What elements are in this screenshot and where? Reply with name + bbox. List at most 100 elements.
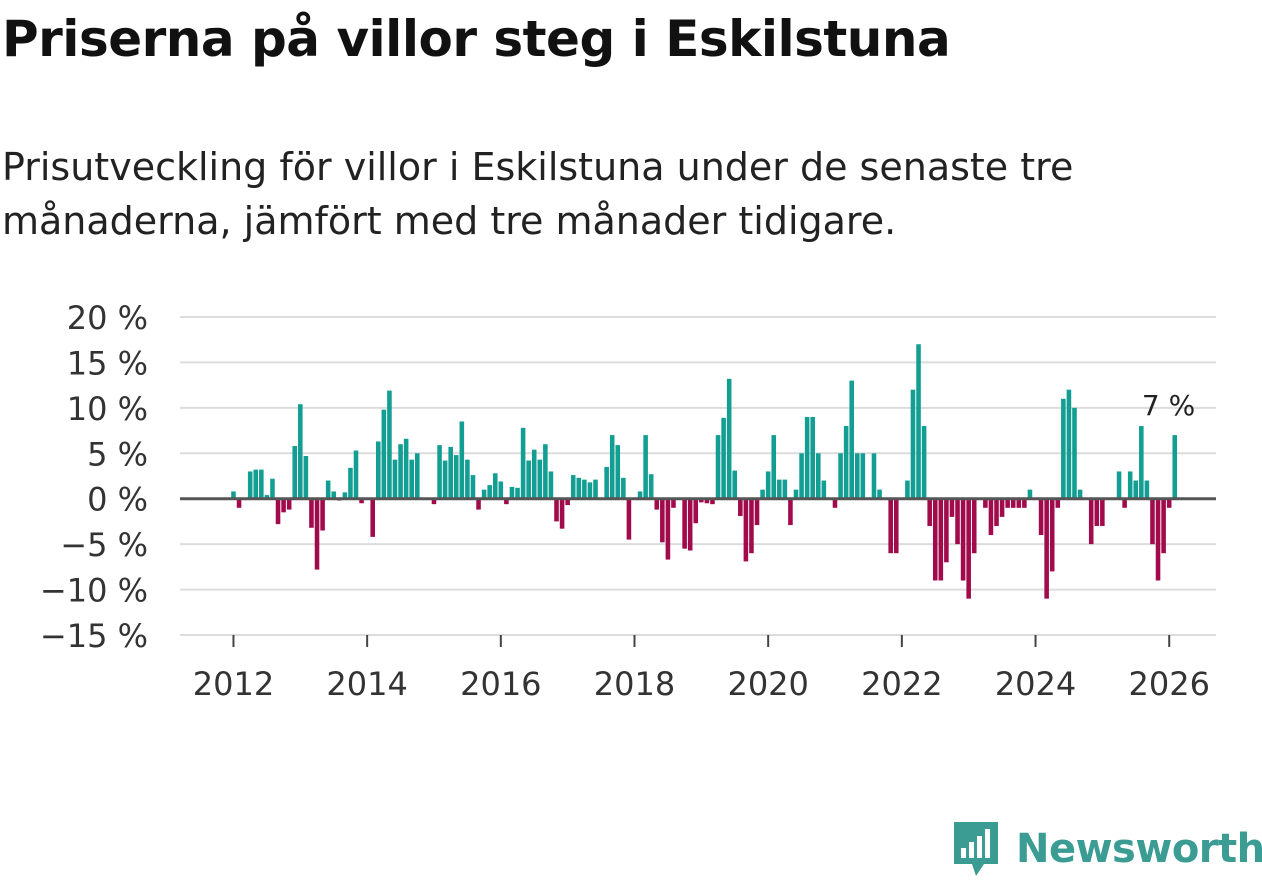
- bar: [492, 473, 498, 499]
- bar: [559, 498, 565, 529]
- bar: [1072, 407, 1077, 499]
- bar: [910, 389, 916, 499]
- bar: [944, 498, 949, 563]
- bar: [726, 378, 732, 499]
- bar: [576, 477, 582, 499]
- bar: [699, 498, 704, 503]
- bar: [1049, 498, 1055, 572]
- bar: [983, 498, 988, 508]
- bar: [342, 492, 348, 499]
- bar: [264, 495, 270, 499]
- bar: [1155, 498, 1161, 581]
- bar: [593, 479, 598, 499]
- bar: [526, 460, 531, 499]
- bar: [1016, 498, 1022, 508]
- bar: [643, 435, 648, 499]
- bar: [893, 498, 899, 554]
- bar: [843, 426, 849, 499]
- bar: [877, 489, 882, 499]
- bar: [348, 467, 353, 499]
- bar: [582, 479, 587, 499]
- bar: [715, 435, 721, 499]
- bar: [470, 475, 476, 499]
- y-tick-label: 20 %: [67, 299, 148, 337]
- bar: [442, 460, 448, 499]
- bar: [609, 435, 615, 499]
- bar: [660, 498, 665, 543]
- bar: [1010, 498, 1016, 508]
- bar: [682, 498, 687, 549]
- bar: [1094, 498, 1100, 526]
- bar: [281, 498, 286, 513]
- bar: [570, 475, 576, 499]
- bar: [955, 498, 960, 545]
- bar: [994, 498, 999, 526]
- bar: [621, 477, 626, 499]
- bar: [626, 498, 632, 540]
- bar: [771, 435, 777, 499]
- bar: [1055, 498, 1061, 508]
- bar: [765, 471, 771, 499]
- bar: [465, 459, 470, 499]
- bar: [398, 444, 403, 499]
- bar: [387, 390, 392, 499]
- bar: [520, 427, 526, 499]
- bar: [960, 498, 966, 581]
- latest-value-label: 7 %: [1142, 389, 1195, 422]
- bar: [531, 449, 537, 499]
- bar: [949, 498, 955, 517]
- x-tick-label: 2022: [861, 665, 942, 703]
- bar: [932, 498, 938, 581]
- bar: [314, 498, 320, 570]
- bar: [999, 498, 1005, 517]
- bar: [236, 498, 242, 508]
- bar: [648, 474, 654, 499]
- grid-lines: [180, 316, 1216, 636]
- bar: [888, 498, 893, 554]
- bar: [303, 456, 309, 499]
- bar: [1144, 480, 1150, 499]
- bar: [810, 416, 815, 499]
- bar: [565, 498, 570, 506]
- bar: [871, 453, 877, 499]
- bar: [1088, 498, 1094, 545]
- bar: [710, 498, 715, 505]
- bar: [1044, 498, 1049, 599]
- bar: [504, 498, 509, 505]
- bar: [1005, 498, 1010, 508]
- bar: [1127, 471, 1133, 499]
- bar: [916, 344, 921, 499]
- bar: [543, 444, 548, 499]
- bar: [331, 491, 337, 499]
- bar: [687, 498, 693, 551]
- bar: [1077, 489, 1083, 499]
- bar: [854, 453, 860, 499]
- bar: [353, 450, 359, 499]
- bar: [437, 445, 442, 499]
- x-tick-label: 2026: [1128, 665, 1209, 703]
- bar: [481, 489, 487, 499]
- bar: [259, 469, 264, 499]
- x-tick-label: 2018: [594, 665, 675, 703]
- bar: [414, 453, 420, 499]
- bar: [309, 498, 314, 528]
- x-tick-label: 2012: [193, 665, 274, 703]
- bar: [816, 453, 821, 499]
- bar: [453, 455, 459, 499]
- y-tick-label: 15 %: [67, 344, 148, 382]
- axes: 20 % 15 % 10 % 5 % 0 % −5 % −10 % −15 % 2012 2014…: [40, 299, 1216, 703]
- bar: [537, 459, 543, 499]
- bar: [821, 480, 827, 499]
- bar: [615, 445, 621, 499]
- bar: [971, 498, 977, 554]
- bar: [476, 498, 481, 510]
- bar: [838, 453, 843, 499]
- x-tick-label: 2024: [995, 665, 1076, 703]
- bar: [1027, 489, 1033, 499]
- bar: [1022, 498, 1027, 508]
- bar: [1038, 498, 1044, 536]
- bar-series: [231, 344, 1178, 599]
- bar: [320, 498, 325, 531]
- bar: [1061, 398, 1066, 499]
- bar: [448, 446, 453, 499]
